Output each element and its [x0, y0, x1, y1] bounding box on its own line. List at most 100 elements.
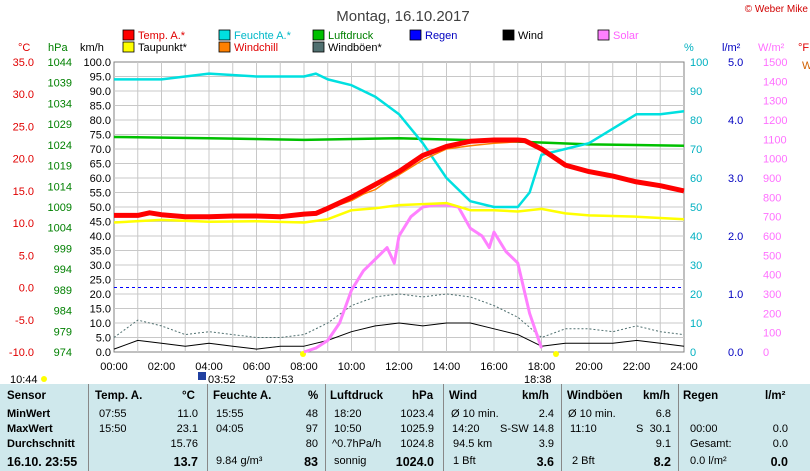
solar-axis-tick: 1500: [763, 57, 787, 69]
solar-axis-tick: 300: [763, 289, 781, 301]
current-wind-bft: 1 Bft: [453, 455, 476, 467]
sunset-time: 18:38: [524, 374, 552, 384]
max-press-value: 1025.9: [400, 423, 434, 435]
min-wind-label: Ø 10 min.: [451, 408, 499, 420]
header-gust: Windböen: [567, 390, 623, 402]
legend-label: Wind: [518, 30, 543, 42]
column-divider: [678, 384, 679, 471]
min-hum-time: 15:55: [216, 408, 244, 420]
max-press-time: 10:50: [334, 423, 362, 435]
min-temp-time: 07:55: [99, 408, 127, 420]
wind-axis-tick: 80.0: [90, 115, 111, 127]
current-gust-bft: 2 Bft: [572, 455, 595, 467]
column-divider: [325, 384, 326, 471]
humidity-axis-tick: 80: [690, 115, 702, 127]
current-temp-value: 13.7: [173, 455, 198, 469]
solar-axis-tick: 600: [763, 231, 781, 243]
time-axis-tick: 06:00: [243, 361, 271, 373]
solar-unit-label: W/m²: [758, 42, 785, 54]
time-axis-tick: 18:00: [528, 361, 556, 373]
wind-axis-tick: 10.0: [90, 318, 111, 330]
row-average: Durchschnitt 15.76 80 ^0.7hPa/h 1024.8 9…: [0, 438, 810, 453]
moonrise-time: 03:52: [208, 374, 236, 384]
humidity-axis-tick: 90: [690, 86, 702, 98]
pressure-axis-tick: 1029: [48, 119, 72, 131]
pressure-axis-tick: 974: [54, 347, 72, 359]
avg-gust-value: 9.1: [655, 438, 671, 450]
header-pressure-unit: hPa: [412, 390, 434, 402]
max-temp-value: 23.1: [176, 423, 198, 435]
solar-axis-tick: 1100: [763, 134, 787, 146]
column-divider: [443, 384, 444, 471]
fahrenheit-unit-label: °F: [798, 42, 809, 54]
legend-label: Solar: [613, 30, 639, 42]
legend-swatch: [502, 29, 515, 41]
series-line-taupunkt: [113, 201, 685, 224]
wind-axis-tick: 95.0: [90, 72, 111, 84]
solar-axis-tick: 1300: [763, 96, 787, 108]
series-line-wind: [113, 322, 685, 350]
column-divider: [88, 384, 89, 471]
min-wind-value: 2.4: [538, 408, 554, 420]
column-divider: [561, 384, 562, 471]
min-temp-value: 11.0: [177, 408, 198, 420]
pressure-axis-tick: 1039: [48, 78, 72, 90]
current-hum-value: 83: [304, 455, 318, 469]
solar-axis-tick: 1400: [763, 76, 787, 88]
max-wind-time: 14:20: [452, 423, 480, 435]
wind-axis-tick: 0.0: [96, 347, 111, 359]
header-pressure: Luftdruck: [330, 390, 384, 402]
time-axis-tick: 20:00: [575, 361, 603, 373]
header-humidity: Feuchte A.: [213, 390, 272, 402]
time-axis-tick: 08:00: [290, 361, 318, 373]
header-temp-unit: °C: [182, 390, 195, 402]
legend-swatch: [218, 41, 231, 53]
sunset-icon: [553, 351, 559, 357]
moonset-time: 10:44: [10, 374, 38, 384]
pressure-axis-tick: 999: [54, 243, 72, 255]
temp-axis-tick: -10.0: [9, 347, 34, 359]
header-rain: Regen: [683, 390, 719, 402]
wind-axis-tick: 90.0: [90, 86, 111, 98]
temp-axis-tick: -5.0: [15, 315, 34, 327]
pressure-unit-label: hPa: [48, 42, 68, 54]
solar-axis-tick: 200: [763, 308, 781, 320]
rain-unit-label: l/m²: [722, 42, 741, 54]
wind-axis-tick: 85.0: [90, 101, 111, 113]
pressure-axis-tick: 1014: [48, 181, 72, 193]
avg-label: Durchschnitt: [7, 438, 75, 450]
time-axis-tick: 02:00: [148, 361, 176, 373]
row-min: MinWert 07:55 11.0 15:55 48 18:20 1023.4…: [0, 408, 810, 423]
pressure-axis-tick: 979: [54, 326, 72, 338]
min-label: MinWert: [7, 408, 51, 420]
avg-press-trend: ^0.7hPa/h: [332, 438, 382, 450]
time-axis-tick: 22:00: [623, 361, 651, 373]
wind-axis-tick: 60.0: [90, 173, 111, 185]
pressure-axis-tick: 984: [54, 306, 72, 318]
legend-label: Feuchte A.*: [234, 30, 292, 42]
min-press-value: 1023.4: [400, 408, 434, 420]
time-axis-tick: 16:00: [480, 361, 508, 373]
wind-axis-tick: 65.0: [90, 159, 111, 171]
avg-wind-value: 3.9: [538, 438, 554, 450]
time-axis-tick: 00:00: [100, 361, 128, 373]
humidity-axis-tick: 0: [690, 347, 696, 359]
legend-swatch: [122, 41, 135, 53]
humidity-axis-tick: 20: [690, 289, 702, 301]
legend-swatch: [597, 29, 610, 41]
max-rain-time: 00:00: [690, 423, 718, 435]
pressure-axis-tick: 989: [54, 285, 72, 297]
current-press-value: 1024.0: [395, 455, 434, 469]
rain-axis-tick: 5.0: [728, 57, 743, 69]
humidity-axis-tick: 70: [690, 144, 702, 156]
wind-axis-tick: 25.0: [90, 275, 111, 287]
min-press-time: 18:20: [334, 408, 362, 420]
max-wind-value: 14.8: [532, 423, 554, 435]
wind-axis-tick: 55.0: [90, 188, 111, 200]
pressure-axis-tick: 1044: [48, 57, 72, 69]
humidity-axis-tick: 50: [690, 202, 702, 214]
legend-label: Regen: [425, 30, 457, 42]
max-rain-value: 0.0: [772, 423, 788, 435]
temp-axis-tick: 25.0: [13, 121, 34, 133]
header-wind: Wind: [449, 390, 477, 402]
